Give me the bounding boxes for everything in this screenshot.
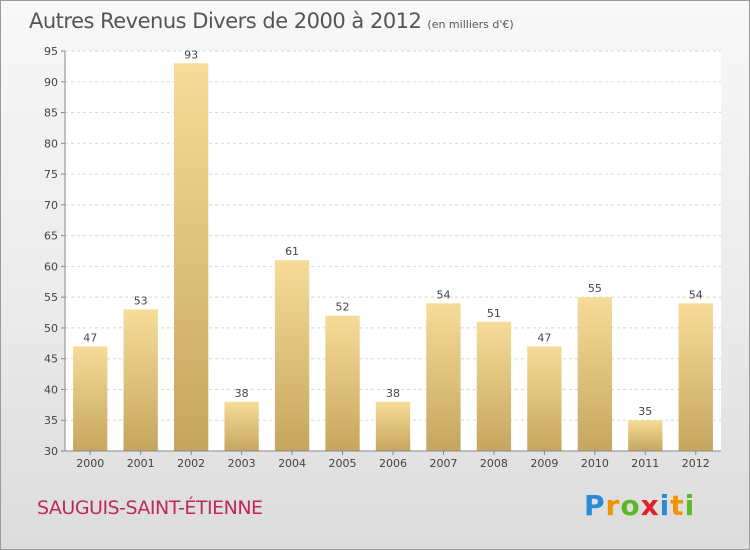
bar-value-label: 38 [386,387,400,400]
logo-letter: r [605,489,621,522]
y-tick-label: 90 [44,76,58,89]
y-tick-label: 30 [44,445,58,458]
bar-value-label: 54 [436,288,450,301]
bar [173,63,209,452]
x-tick-label: 2010 [581,457,609,470]
bar-value-label: 61 [285,245,299,258]
bar-value-label: 93 [184,48,198,61]
x-tick-label: 2002 [177,457,205,470]
bar-value-label: 47 [537,331,551,344]
bar [123,309,158,451]
bar [274,260,310,451]
title-text: Autres Revenus Divers de 2000 à 2012 [29,9,422,33]
y-axis: 30 35 40 45 50 55 60 65 70 75 80 85 90 95 [44,45,66,458]
bar [325,315,360,451]
bar-value-label: 52 [336,301,350,314]
bar [577,297,613,451]
x-tick-label: 2009 [530,457,558,470]
x-tick-label: 2008 [480,457,508,470]
y-tick-label: 40 [44,383,58,396]
x-tick-label: 2007 [429,457,457,470]
logo-letter: i [684,489,696,522]
chart-title: Autres Revenus Divers de 2000 à 2012 (en … [29,9,514,33]
bar-value-label: 35 [638,405,652,418]
bar-value-label: 54 [689,288,703,301]
commune-name: SAUGUIS-SAINT-ÉTIENNE [37,497,263,519]
y-tick-label: 95 [44,45,58,58]
bar [678,303,713,451]
y-tick-label: 75 [44,168,58,181]
x-tick-label: 2003 [228,457,256,470]
bar-value-labels: 47 53 93 38 61 52 38 54 51 47 55 35 54 [83,48,703,418]
y-tick-label: 70 [44,199,58,212]
proxiti-logo: Proxiti [584,489,695,522]
bar [476,321,512,451]
bar-value-label: 55 [588,282,602,295]
bars [73,63,713,452]
logo-letter: i [659,489,671,522]
x-tick-label: 2005 [329,457,357,470]
logo-letter: t [670,489,685,522]
logo-letter: o [620,489,641,522]
x-tick-label: 2000 [76,457,104,470]
bar [375,401,411,451]
x-tick-label: 2011 [631,457,659,470]
bar [426,303,461,451]
bar-value-label: 47 [83,331,97,344]
logo-letter: P [584,489,606,522]
bar-value-label: 53 [134,294,148,307]
x-tick-label: 2006 [379,457,407,470]
chart-subtitle: (en milliers d'€) [427,18,514,31]
bar [224,401,259,451]
bar [527,346,562,451]
y-tick-label: 50 [44,322,58,335]
x-tick-label: 2001 [127,457,155,470]
bar [628,420,663,451]
y-tick-label: 65 [44,230,58,243]
y-tick-label: 85 [44,107,58,120]
bar [73,346,108,451]
logo-letter: x [640,489,660,522]
x-tick-label: 2004 [278,457,306,470]
y-tick-label: 35 [44,414,58,427]
bar-value-label: 38 [235,387,249,400]
x-axis: 2000 2001 2002 2003 2004 2005 2006 2007 2008 2009… [65,450,721,470]
y-tick-label: 45 [44,353,58,366]
y-tick-label: 55 [44,291,58,304]
x-tick-label: 2012 [682,457,710,470]
y-tick-label: 80 [44,137,58,150]
bar-value-label: 51 [487,307,501,320]
y-tick-label: 60 [44,260,58,273]
